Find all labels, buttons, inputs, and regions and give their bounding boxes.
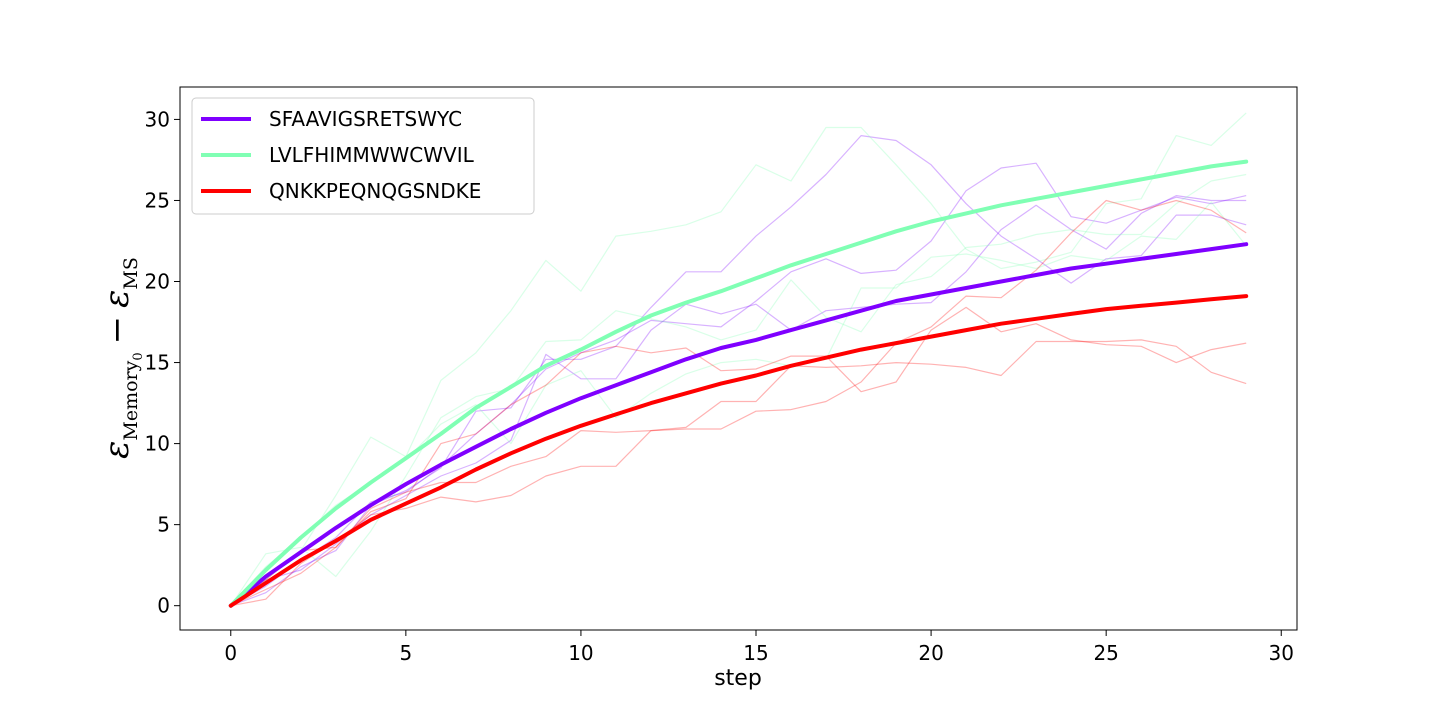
y-axis: 0 5 10 15 20 25 30 [145, 107, 180, 618]
svg-text:εMemory0−εMS: εMemory0−εMS [97, 257, 146, 459]
y-label-epsilon-1: ε [97, 441, 137, 459]
y-tick-label: 15 [145, 351, 170, 375]
y-tick-label: 25 [145, 188, 170, 212]
legend-label-sfaavigsretswyc: SFAAVIGSRETSWYC [269, 107, 462, 131]
mean-line-qnkkpeqnqgsndke [228, 294, 1249, 608]
legend-box [191, 97, 535, 215]
run-line-lvlfhimmwwcwvil-2 [230, 173, 1247, 607]
x-tick-label: 25 [1093, 641, 1118, 665]
y-tick-label: 0 [157, 594, 170, 618]
x-tick-label: 15 [743, 641, 768, 665]
legend-label-lvlfhimmwwcwvil: LVLFHIMMWWCWVIL [269, 143, 475, 167]
run-line-sfaavigsretswyc-1 [230, 162, 1247, 607]
y-tick-label: 30 [145, 107, 170, 131]
y-label-subscript-memory: Memory [120, 360, 142, 440]
plot-frame [179, 86, 1298, 631]
x-tick-label: 30 [1269, 641, 1294, 665]
x-axis: 0 5 10 15 20 25 30 [224, 630, 1294, 665]
x-axis-label: step [714, 666, 762, 691]
x-tick-label: 20 [918, 641, 943, 665]
legend: SFAAVIGSRETSWYC LVLFHIMMWWCWVIL QNKKPEQN… [191, 97, 535, 215]
run-line-lvlfhimmwwcwvil-1 [230, 112, 1247, 607]
y-label-minus: − [97, 316, 137, 345]
run-line-qnkkpeqnqgsndke-3 [230, 199, 1247, 607]
run-line-qnkkpeqnqgsndke-2 [230, 339, 1247, 607]
legend-label-qnkkpeqnqgsndke: QNKKPEQNQGSNDKE [269, 179, 481, 203]
y-tick-label: 5 [157, 513, 170, 537]
run-line-qnkkpeqnqgsndke-1 [230, 306, 1247, 607]
mean-line-sfaavigsretswyc [228, 242, 1249, 608]
mean-lines [228, 159, 1249, 608]
run-line-sfaavigsretswyc-3 [230, 135, 1247, 607]
run-line-sfaavigsretswyc-2 [230, 195, 1247, 607]
mean-line-lvlfhimmwwcwvil [228, 159, 1249, 608]
individual-runs [230, 112, 1247, 607]
y-tick-label: 20 [145, 270, 170, 294]
x-tick-label: 5 [399, 641, 412, 665]
y-axis-label: εMemory0−εMS [97, 257, 146, 459]
y-label-subscript-ms: MS [120, 257, 142, 289]
y-label-subscript-zero: 0 [131, 352, 146, 360]
y-tick-label: 10 [145, 432, 170, 456]
x-tick-label: 10 [568, 641, 593, 665]
x-tick-label: 0 [224, 641, 237, 665]
y-label-epsilon-2: ε [97, 290, 137, 308]
